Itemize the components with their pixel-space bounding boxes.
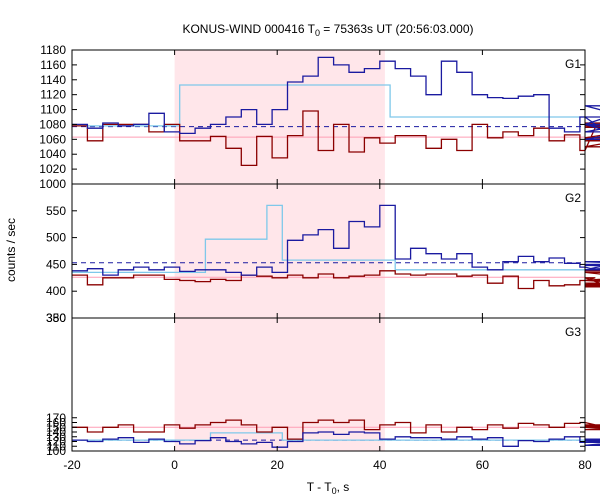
x-axis-label: T - T0, s [307, 480, 350, 496]
y-tick-label: 350 [46, 311, 66, 325]
chart-title-subscript: 0 [315, 28, 320, 38]
x-tick-label: 20 [271, 458, 285, 472]
y-tick-label: 1120 [40, 88, 66, 102]
chart-title-rest: = 75363s UT (20:56:03.000) [320, 22, 474, 36]
y-tick-label: 120 [46, 435, 66, 449]
highlight-layer [174, 50, 385, 451]
y-tick-label: 130 [46, 430, 66, 444]
y-tick-label: 1160 [40, 58, 66, 72]
y-tick-label: 1000 [39, 177, 66, 191]
y-tick-label: 140 [46, 425, 66, 439]
x-axis-label-rest: , s [337, 480, 350, 494]
x-tick-label: 40 [373, 458, 387, 472]
chart-title: KONUS-WIND 000416 T0 = 75363s UT (20:56:… [182, 22, 473, 38]
fit-curve [72, 432, 585, 441]
light-curve-high [72, 270, 600, 290]
y-tick-label: 1040 [39, 147, 66, 161]
panel-frame [71, 317, 586, 452]
panel-label: G1 [565, 57, 581, 71]
y-tick-label: 170 [46, 411, 66, 425]
y-tick-label: 450 [46, 257, 66, 271]
y-tick-label: 150 [46, 420, 66, 434]
light-curve-high [72, 110, 600, 167]
frame-layer [71, 49, 586, 452]
y-axis-label: counts / sec [4, 218, 18, 282]
fit-curve [72, 84, 585, 127]
y-tick-label: 1180 [40, 43, 66, 57]
x-tick-label: -20 [63, 458, 81, 472]
x-tick-label: 80 [578, 458, 592, 472]
x-axis-label-main: T - T [307, 480, 333, 494]
y-tick-label: 1080 [39, 117, 66, 131]
tick-layer: 1000102010401060108011001120114011601180… [39, 43, 592, 472]
y-tick-label: 110 [47, 439, 66, 453]
y-tick-label: 1100 [40, 103, 66, 117]
x-tick-label: 0 [171, 458, 178, 472]
chart-title-main: KONUS-WIND 000416 T [182, 22, 315, 36]
light-curve-low [72, 56, 600, 140]
y-tick-label: 160 [46, 416, 66, 430]
x-tick-label: 60 [476, 458, 490, 472]
panel-label: G3 [565, 325, 581, 339]
highlight-interval [174, 50, 385, 451]
y-tick-label: 1020 [39, 162, 66, 176]
y-tick-label: 400 [46, 284, 66, 298]
y-tick-label: 500 [46, 231, 66, 245]
y-tick-label: 100 [46, 444, 66, 458]
fit-curve [72, 204, 585, 274]
panel-label: G2 [565, 191, 581, 205]
y-tick-label: 380 [46, 311, 66, 325]
x-axis-label-subscript: 0 [332, 486, 337, 496]
y-tick-label: 1140 [40, 73, 66, 87]
y-tick-label: 550 [46, 204, 66, 218]
y-tick-label: 1060 [39, 132, 66, 146]
